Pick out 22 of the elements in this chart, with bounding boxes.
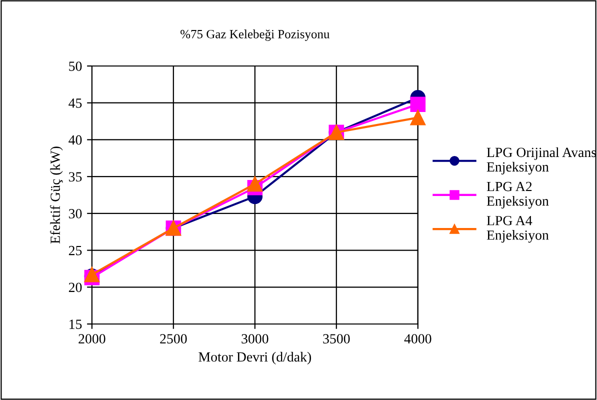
x-axis-title: Motor Devri (d/dak) bbox=[198, 352, 312, 364]
y-tick-label: 50 bbox=[69, 62, 82, 71]
y-tick-label: 45 bbox=[68, 98, 82, 108]
x-tick-label: 2000 bbox=[78, 334, 106, 344]
y-tick-label: 20 bbox=[68, 282, 82, 292]
x-tick-label: 2500 bbox=[160, 334, 187, 344]
legend-label: LPG Orijinal Avans Enjeksiyon bbox=[486, 147, 596, 174]
x-tick-label: 4000 bbox=[404, 334, 432, 344]
legend-label: LPG A4 Enjeksiyon bbox=[486, 216, 549, 243]
x-tick-label: 3000 bbox=[242, 334, 268, 344]
y-tick-label: 35 bbox=[68, 172, 82, 182]
chart-title: %75 Gaz Kelebeği Pozisyonu bbox=[180, 30, 330, 41]
legend-label: LPG A2 Enjeksiyon bbox=[486, 182, 549, 209]
y-tick-label: 40 bbox=[68, 135, 82, 145]
y-tick-label: 25 bbox=[68, 246, 82, 256]
x-tick-label: 3500 bbox=[323, 334, 350, 344]
point bbox=[247, 176, 263, 192]
point bbox=[410, 110, 426, 126]
y-tick-label: 15 bbox=[70, 320, 82, 329]
point bbox=[410, 96, 426, 112]
y-tick-label: 30 bbox=[68, 209, 82, 218]
y-axis-title: Efektif Güç (kW) bbox=[50, 146, 63, 244]
